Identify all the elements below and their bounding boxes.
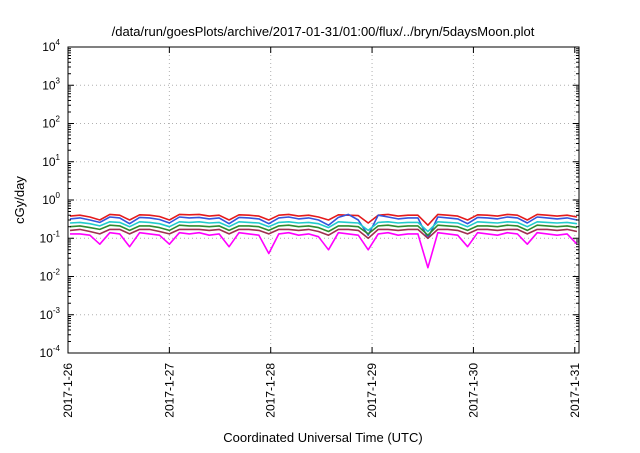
y-tick-label: 100	[42, 191, 60, 207]
chart-title: /data/run/goesPlots/archive/2017-01-31/0…	[112, 24, 535, 39]
y-tick-label: 102	[42, 115, 60, 131]
series-line-5	[69, 228, 578, 240]
y-tick-label: 101	[42, 153, 60, 169]
series-line-2	[69, 213, 578, 240]
x-tick-label: 2017-1-29	[365, 363, 379, 418]
x-tick-label: 2017-1-26	[61, 363, 75, 418]
y-tick-label: 10-2	[40, 268, 61, 284]
series-line-1	[69, 213, 578, 226]
series-line-6	[70, 231, 578, 269]
grid	[68, 47, 579, 353]
series-layer	[69, 213, 578, 269]
x-tick-label: 2017-1-28	[264, 363, 278, 418]
series-line-4	[69, 224, 578, 236]
y-axis-label: cGy/day	[12, 176, 27, 224]
x-tick-label: 2017-1-30	[466, 363, 480, 418]
y-tick-label: 10-4	[40, 344, 61, 360]
y-tick-label: 10-1	[40, 229, 61, 245]
x-tick-label: 2017-1-27	[162, 363, 176, 418]
x-axis-label: Coordinated Universal Time (UTC)	[223, 430, 422, 445]
series-line-3	[69, 221, 578, 233]
y-tick-label: 104	[42, 38, 60, 54]
axes: 10-4 10-3 10-2 10-1 100 101 102 103 104 2017-1-26…	[40, 38, 582, 418]
x-tick-label: 2017-1-31	[568, 363, 582, 418]
y-tick-label: 103	[42, 76, 60, 92]
y-tick-label: 10-3	[40, 306, 61, 322]
